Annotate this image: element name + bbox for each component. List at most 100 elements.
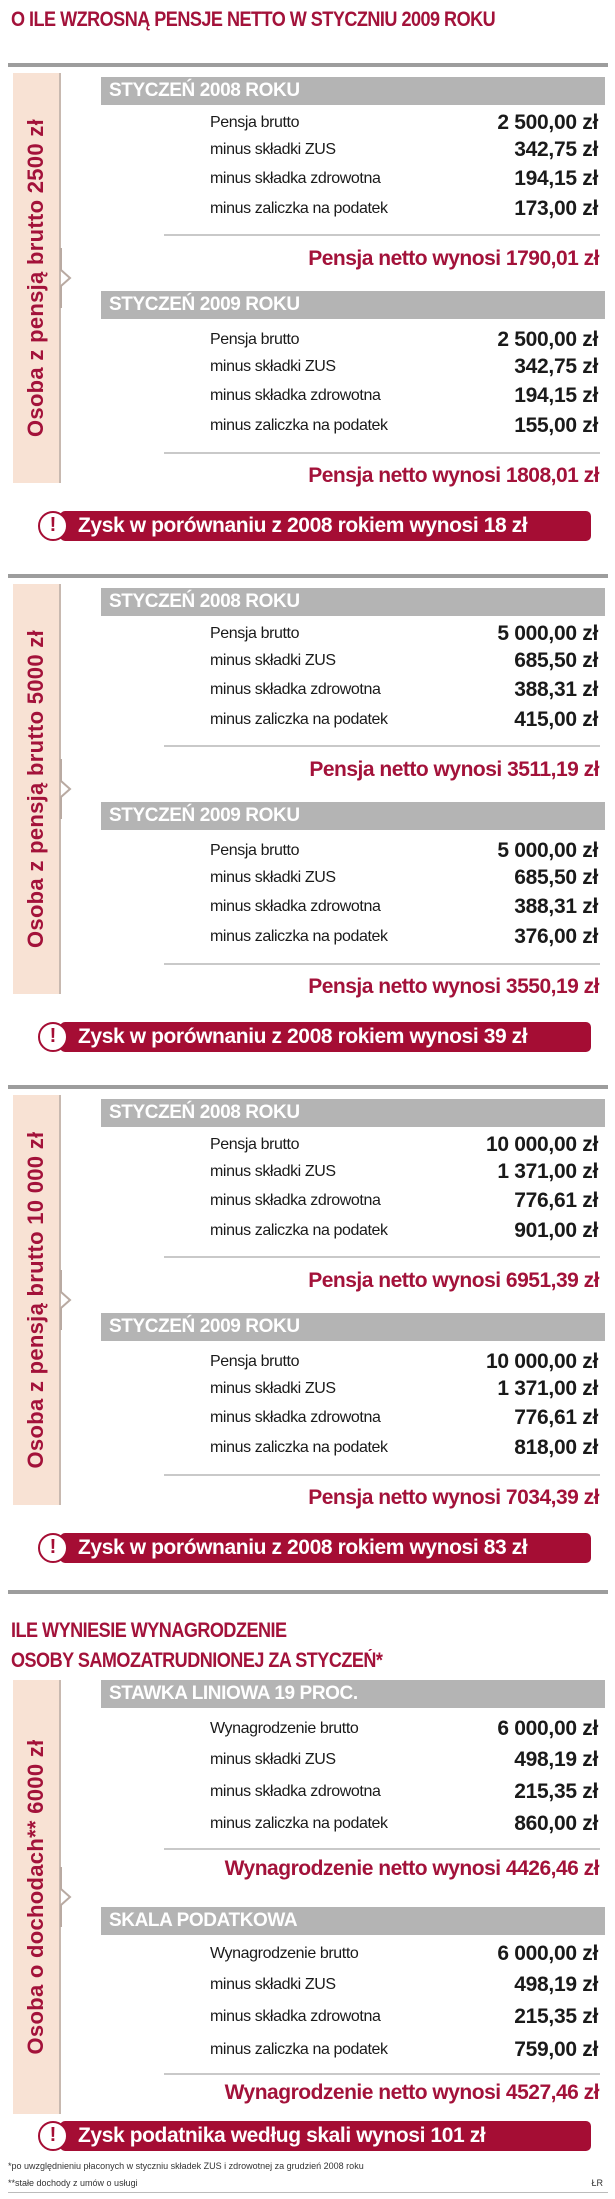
divider — [164, 452, 600, 454]
row-label: minus składka zdrowotna — [210, 170, 381, 187]
gain-banner: Zysk w porównaniu z 2008 rokiem wynosi 3… — [60, 1022, 591, 1052]
row-value: 155,00 zł — [514, 414, 598, 437]
exclamation-circle-icon: ! — [38, 1533, 68, 1563]
table-row: minus składki ZUS 685,50 zł — [210, 648, 598, 674]
table-row: minus składka zdrowotna 215,35 zł — [210, 2004, 598, 2030]
bracket-arrow-icon — [60, 1867, 72, 1927]
section-title-line1: ILE WYNIESIE WYNAGRODZENIE — [11, 1619, 287, 1642]
row-label: minus składka zdrowotna — [210, 1783, 381, 1800]
row-value: 498,19 zł — [514, 1973, 598, 1996]
row-value: 5 000,00 zł — [497, 622, 598, 645]
sidebar-label: Osoba z pensją brutto 2500 zł — [23, 119, 48, 437]
section-rule — [8, 1590, 608, 1594]
sidebar-label: Osoba z pensją brutto 5000 zł — [23, 630, 48, 948]
row-value: 215,35 zł — [514, 2005, 598, 2028]
table-row: minus zaliczka na podatek 818,00 zł — [210, 1435, 598, 1461]
section-rule — [8, 1085, 608, 1089]
row-label: minus składki ZUS — [210, 869, 336, 886]
row-value: 6 000,00 zł — [497, 1942, 598, 1965]
row-label: minus zaliczka na podatek — [210, 711, 388, 728]
sidebar-label-box: Osoba z pensją brutto 10 000 zł — [13, 1095, 61, 1505]
table-row: Pensja brutto 2 500,00 zł — [210, 110, 598, 136]
row-value: 776,61 zł — [514, 1189, 598, 1212]
row-value: 2 500,00 zł — [497, 328, 598, 351]
row-value: 2 500,00 zł — [497, 111, 598, 134]
divider — [164, 2073, 600, 2075]
row-label: minus składki ZUS — [210, 1380, 336, 1397]
table-row: minus składka zdrowotna 776,61 zł — [210, 1188, 598, 1214]
table-row: minus składka zdrowotna 388,31 zł — [210, 894, 598, 920]
row-value: 194,15 zł — [514, 384, 598, 407]
row-label: minus składki ZUS — [210, 141, 336, 158]
block-header: STYCZEŃ 2009 ROKU — [101, 802, 605, 830]
table-row: minus składka zdrowotna 776,61 zł — [210, 1405, 598, 1431]
row-label: minus zaliczka na podatek — [210, 928, 388, 945]
row-label: minus zaliczka na podatek — [210, 2041, 388, 2058]
table-row: minus zaliczka na podatek 759,00 zł — [210, 2037, 598, 2063]
row-label: Pensja brutto — [210, 1136, 300, 1153]
sidebar-label: Osoba z pensją brutto 10 000 zł — [23, 1131, 48, 1469]
table-row: minus składki ZUS 342,75 zł — [210, 137, 598, 163]
block-header: STYCZEŃ 2008 ROKU — [101, 588, 605, 616]
row-value: 901,00 zł — [514, 1219, 598, 1242]
row-value: 685,50 zł — [514, 866, 598, 889]
sidebar-label-box: Osoba o dochodach** 6000 zł — [13, 1680, 61, 2114]
row-label: Pensja brutto — [210, 625, 300, 642]
block-header: STYCZEŃ 2009 ROKU — [101, 1313, 605, 1341]
row-label: Pensja brutto — [210, 114, 300, 131]
row-label: Pensja brutto — [210, 842, 300, 859]
table-row: minus składki ZUS 498,19 zł — [210, 1972, 598, 1998]
row-label: Wynagrodzenie brutto — [210, 1945, 359, 1962]
table-row: minus składki ZUS 685,50 zł — [210, 865, 598, 891]
author-credit: ŁR — [591, 2178, 603, 2188]
table-row: minus składka zdrowotna 194,15 zł — [210, 383, 598, 409]
row-value: 342,75 zł — [514, 355, 598, 378]
table-row: minus składki ZUS 342,75 zł — [210, 354, 598, 380]
table-row: minus zaliczka na podatek 415,00 zł — [210, 707, 598, 733]
block-header: STYCZEŃ 2009 ROKU — [101, 291, 605, 319]
row-label: minus składki ZUS — [210, 1163, 336, 1180]
divider — [164, 1474, 600, 1476]
salary-section: Osoba z pensją brutto 10 000 zł STYCZEŃ 2… — [0, 1085, 615, 1585]
row-label: minus składki ZUS — [210, 358, 336, 375]
table-row: minus składki ZUS 498,19 zł — [210, 1747, 598, 1773]
section-rule — [8, 574, 608, 578]
gain-banner: Zysk podatnika według skali wynosi 101 z… — [60, 2121, 591, 2151]
bracket-arrow-icon — [60, 248, 72, 308]
row-value: 194,15 zł — [514, 167, 598, 190]
table-row: minus składka zdrowotna 215,35 zł — [210, 1779, 598, 1805]
bracket-arrow-icon — [60, 759, 72, 819]
netto-result: Pensja netto wynosi 6951,39 zł — [308, 1269, 599, 1292]
row-value: 860,00 zł — [514, 1812, 598, 1835]
row-value: 776,61 zł — [514, 1406, 598, 1429]
block-header: STYCZEŃ 2008 ROKU — [101, 1099, 605, 1127]
row-value: 5 000,00 zł — [497, 839, 598, 862]
table-row: minus zaliczka na podatek 376,00 zł — [210, 924, 598, 950]
row-value: 376,00 zł — [514, 925, 598, 948]
row-label: minus składki ZUS — [210, 1976, 336, 1993]
row-label: minus składka zdrowotna — [210, 681, 381, 698]
exclamation-circle-icon: ! — [38, 511, 68, 541]
row-value: 215,35 zł — [514, 1780, 598, 1803]
netto-result: Pensja netto wynosi 1808,01 zł — [308, 464, 599, 487]
divider — [164, 1256, 600, 1258]
divider — [164, 234, 600, 236]
table-row: minus zaliczka na podatek 860,00 zł — [210, 1811, 598, 1837]
table-row: Pensja brutto 10 000,00 zł — [210, 1349, 598, 1375]
section-title-line2: OSOBY SAMOZATRUDNIONEJ ZA STYCZEŃ* — [11, 1649, 383, 1672]
row-label: Pensja brutto — [210, 1353, 300, 1370]
row-value: 759,00 zł — [514, 2038, 598, 2061]
row-value: 1 371,00 zł — [497, 1160, 598, 1183]
row-value: 342,75 zł — [514, 138, 598, 161]
row-label: minus składka zdrowotna — [210, 2008, 381, 2025]
row-label: minus zaliczka na podatek — [210, 417, 388, 434]
exclamation-circle-icon: ! — [38, 2121, 68, 2151]
exclamation-circle-icon: ! — [38, 1022, 68, 1052]
row-label: minus zaliczka na podatek — [210, 1815, 388, 1832]
row-label: minus składki ZUS — [210, 652, 336, 669]
row-label: minus składka zdrowotna — [210, 1409, 381, 1426]
table-row: Wynagrodzenie brutto 6 000,00 zł — [210, 1716, 598, 1742]
row-label: minus składka zdrowotna — [210, 898, 381, 915]
row-value: 415,00 zł — [514, 708, 598, 731]
row-label: minus składka zdrowotna — [210, 387, 381, 404]
